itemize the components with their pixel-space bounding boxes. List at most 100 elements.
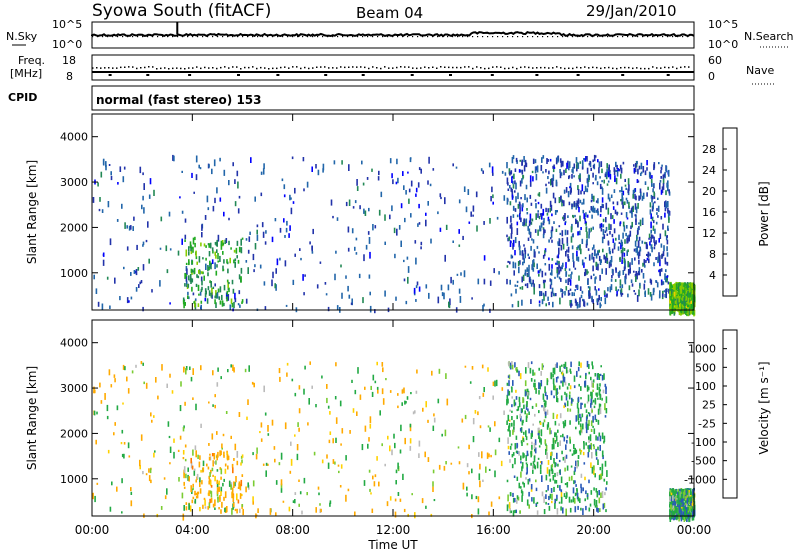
- scatter-cell: [511, 404, 513, 408]
- scatter-cell: [568, 201, 571, 206]
- scatter-cell: [526, 401, 528, 407]
- scatter-cell: [538, 430, 541, 433]
- scatter-cell: [615, 267, 617, 271]
- scatter-cell: [593, 428, 596, 434]
- scatter-cell: [411, 493, 413, 496]
- scatter-cell: [543, 407, 545, 412]
- noise-search-dot: [687, 36, 689, 38]
- power-scatter: [92, 154, 696, 317]
- scatter-cell: [577, 222, 579, 228]
- scatter-cell: [632, 205, 634, 212]
- scatter-cell: [124, 366, 126, 371]
- scatter-cell: [139, 166, 142, 174]
- scatter-cell: [404, 400, 406, 405]
- scatter-cell: [553, 367, 556, 375]
- scatter-cell: [636, 251, 639, 256]
- scatter-cell: [537, 193, 540, 196]
- scatter-cell: [561, 372, 564, 376]
- scatter-cell: [102, 252, 105, 257]
- scatter-cell: [296, 453, 299, 461]
- noise-search-dot: [432, 36, 434, 38]
- scatter-cell: [578, 231, 580, 235]
- scatter-cell: [643, 259, 646, 266]
- scatter-cell: [492, 201, 494, 205]
- scatter-cell: [656, 282, 659, 288]
- scatter-cell: [531, 430, 533, 434]
- scatter-cell: [576, 220, 578, 224]
- nave-drop: [276, 74, 280, 76]
- scatter-cell: [403, 185, 405, 190]
- scatter-cell: [642, 273, 645, 279]
- scatter-cell: [143, 381, 145, 385]
- scatter-cell: [506, 394, 509, 402]
- scatter-cell: [577, 256, 580, 262]
- scatter-cell: [511, 255, 514, 259]
- scatter-cell: [634, 240, 637, 247]
- scatter-cell: [296, 444, 299, 451]
- noise-search-dot: [427, 36, 429, 38]
- scatter-cell: [377, 389, 379, 394]
- scatter-cell: [211, 467, 214, 472]
- scatter-cell: [418, 203, 420, 209]
- scatter-cell: [532, 461, 535, 465]
- scatter-cell: [517, 261, 520, 267]
- scatter-cell: [583, 442, 585, 450]
- scatter-cell: [590, 199, 593, 203]
- scatter-cell: [254, 243, 257, 250]
- scatter-cell: [251, 381, 254, 385]
- scatter-cell: [688, 492, 691, 496]
- scatter-cell: [376, 361, 378, 366]
- scatter-cell: [556, 452, 558, 459]
- scatter-cell: [479, 425, 482, 429]
- scatter-cell: [545, 303, 547, 307]
- scatter-cell: [488, 511, 490, 516]
- scatter-cell: [589, 286, 591, 291]
- scatter-cell: [592, 265, 594, 272]
- scatter-cell: [506, 278, 508, 285]
- scatter-cell: [142, 362, 144, 366]
- scatter-cell: [466, 492, 468, 497]
- scatter-cell: [242, 508, 244, 516]
- scatter-cell: [623, 266, 626, 271]
- noise-search-dot: [622, 36, 624, 38]
- scatter-cell: [567, 215, 569, 218]
- scatter-cell: [683, 515, 686, 522]
- scatter-cell: [665, 190, 667, 196]
- scatter-cell: [653, 162, 656, 169]
- scatter-cell: [558, 197, 561, 204]
- scatter-cell: [326, 384, 328, 389]
- scatter-cell: [686, 282, 689, 286]
- scatter-cell: [472, 418, 475, 425]
- scatter-cell: [527, 225, 529, 231]
- scatter-cell: [549, 158, 552, 162]
- scatter-cell: [632, 193, 634, 199]
- scatter-cell: [96, 411, 98, 415]
- scatter-cell: [597, 373, 599, 378]
- noise-search-dot: [327, 36, 329, 38]
- scatter-cell: [403, 508, 406, 513]
- scatter-cell: [240, 462, 242, 466]
- scatter-cell: [194, 236, 196, 241]
- range-tick-label: 4000: [60, 337, 88, 350]
- scatter-cell: [348, 199, 351, 206]
- scatter-cell: [223, 302, 225, 307]
- scatter-cell: [172, 154, 174, 161]
- scatter-cell: [679, 303, 682, 310]
- scatter-cell: [690, 297, 693, 304]
- nave-dot: [592, 66, 594, 69]
- scatter-cell: [650, 294, 653, 301]
- scatter-cell: [591, 247, 594, 251]
- colorbar-tick-label: -25: [698, 417, 716, 430]
- scatter-cell: [404, 437, 406, 445]
- scatter-cell: [543, 509, 546, 515]
- scatter-cell: [672, 292, 675, 295]
- scatter-cell: [550, 279, 553, 286]
- nave-dot: [404, 66, 406, 68]
- scatter-cell: [571, 475, 573, 481]
- scatter-cell: [198, 164, 200, 169]
- scatter-cell: [535, 487, 538, 492]
- scatter-cell: [567, 253, 569, 258]
- scatter-cell: [190, 376, 193, 382]
- scatter-cell: [546, 381, 549, 386]
- scatter-cell: [560, 395, 563, 401]
